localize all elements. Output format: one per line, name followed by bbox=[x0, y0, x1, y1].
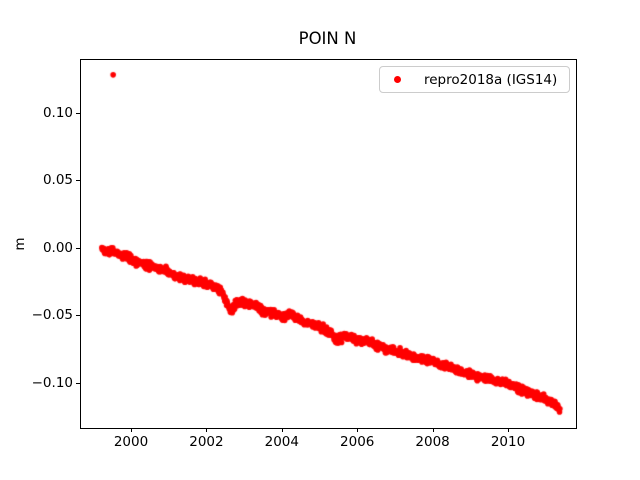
y-tick-mark bbox=[76, 315, 80, 317]
x-tick-label: 2000 bbox=[113, 434, 149, 450]
chart-title: POIN N bbox=[298, 29, 357, 48]
x-tick-mark bbox=[357, 428, 359, 432]
x-tick-mark bbox=[508, 428, 509, 432]
legend-label: repro2018a (IGS14) bbox=[424, 71, 558, 88]
y-axis-label: m bbox=[12, 237, 28, 251]
legend: repro2018a (IGS14) bbox=[379, 66, 570, 93]
y-tick-mark bbox=[76, 247, 80, 249]
y-tick-label: 0.10 bbox=[42, 104, 73, 121]
x-tick-mark bbox=[206, 428, 208, 432]
y-tick-mark bbox=[76, 382, 80, 384]
plot-area bbox=[80, 59, 577, 429]
y-tick-mark bbox=[76, 112, 80, 114]
scatter-canvas bbox=[81, 60, 576, 428]
y-tick-label: −0.10 bbox=[31, 374, 73, 391]
x-tick-label: 2004 bbox=[264, 434, 299, 450]
y-tick-mark bbox=[76, 180, 80, 182]
x-tick-label: 2010 bbox=[490, 434, 526, 450]
y-tick-label: 0.00 bbox=[42, 239, 73, 256]
x-tick-mark bbox=[281, 428, 283, 432]
y-tick-label: 0.05 bbox=[42, 172, 73, 189]
x-tick-mark bbox=[131, 428, 132, 432]
x-tick-label: 2002 bbox=[189, 434, 224, 450]
x-tick-mark bbox=[432, 428, 434, 432]
x-tick-label: 2008 bbox=[415, 434, 450, 450]
y-tick-label: −0.05 bbox=[31, 307, 73, 324]
x-tick-label: 2006 bbox=[340, 434, 375, 450]
legend-dot-icon bbox=[394, 76, 401, 83]
